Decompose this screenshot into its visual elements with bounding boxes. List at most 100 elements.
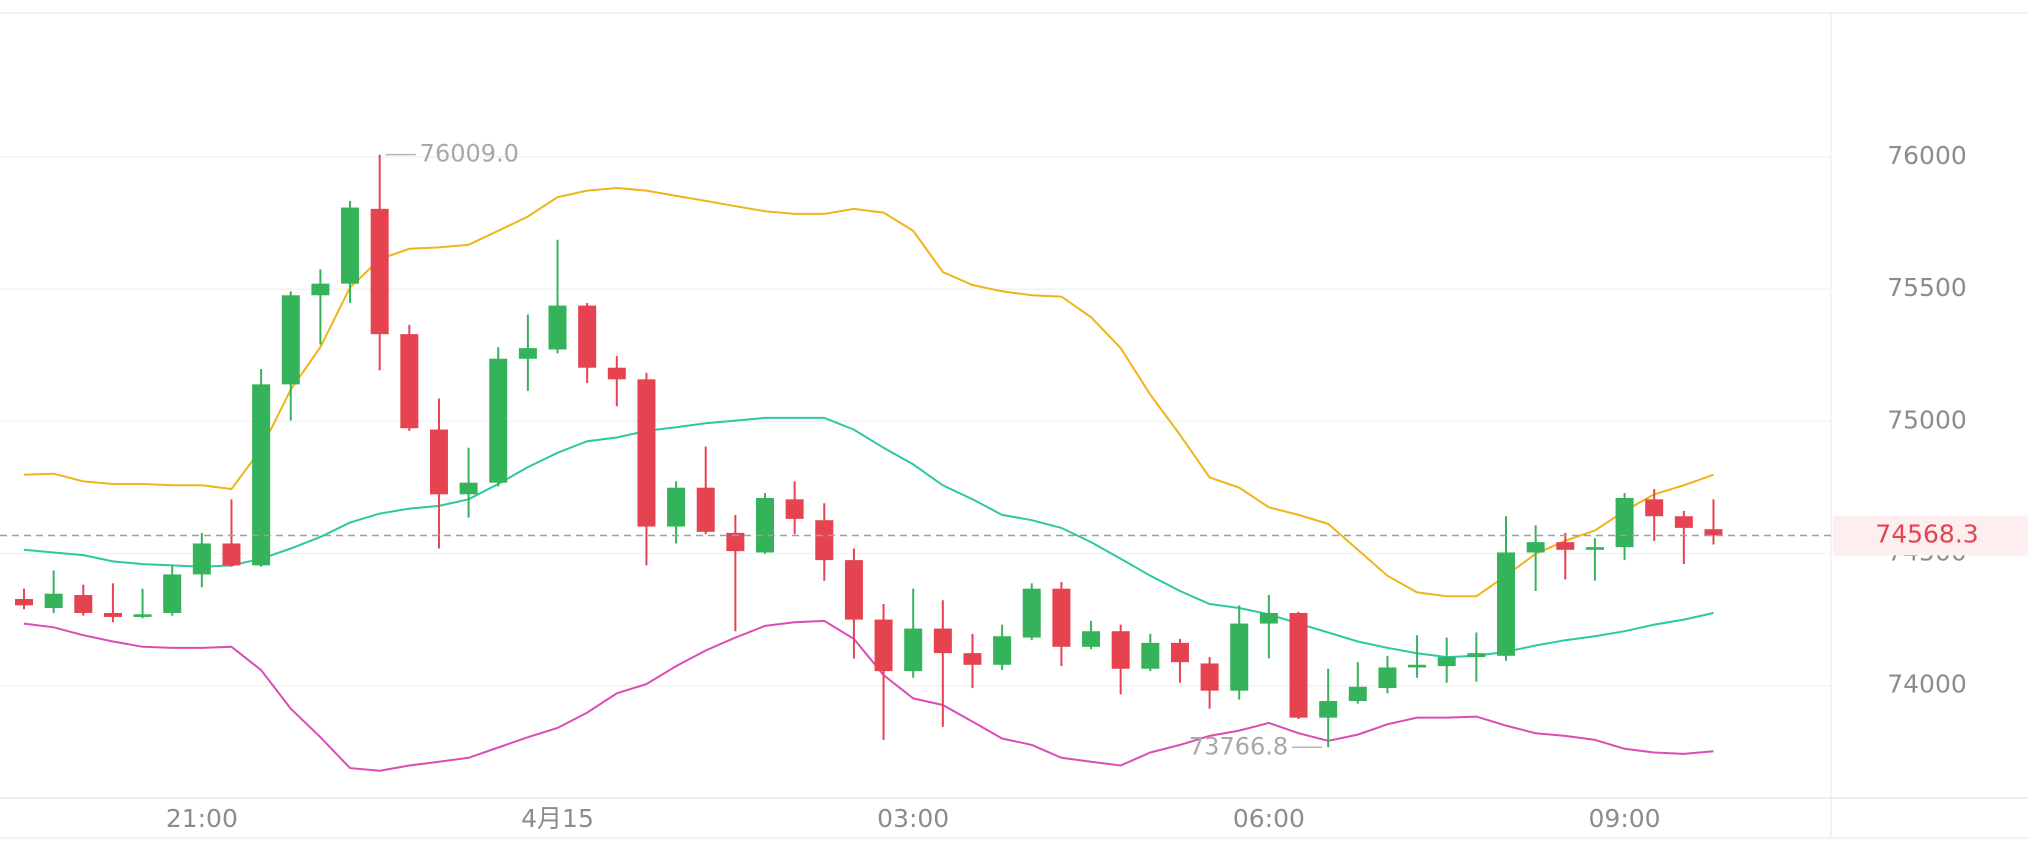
- candle: [163, 565, 182, 616]
- candle: [1348, 662, 1367, 704]
- candle-body: [844, 560, 863, 620]
- candle: [1408, 635, 1427, 678]
- candle-body: [103, 612, 122, 617]
- candle: [1052, 582, 1071, 667]
- candle-body: [963, 653, 982, 665]
- candle-body: [904, 628, 923, 672]
- candle: [1111, 624, 1130, 695]
- candle: [1437, 637, 1456, 683]
- candle-body: [548, 305, 567, 350]
- candle-body: [222, 543, 241, 566]
- candle-body: [252, 384, 271, 566]
- candle-body: [489, 358, 508, 483]
- candle-body: [696, 487, 715, 532]
- candle-body: [1526, 542, 1545, 553]
- candle: [1230, 605, 1249, 700]
- candle: [1645, 489, 1664, 541]
- candle: [1704, 499, 1723, 545]
- candle-body: [667, 487, 686, 527]
- candle-body: [1319, 700, 1338, 718]
- candle: [844, 548, 863, 659]
- candle-body: [1082, 631, 1101, 647]
- candle: [667, 481, 686, 544]
- candle: [963, 633, 982, 689]
- candle: [1319, 668, 1338, 748]
- candle-body: [1437, 657, 1456, 667]
- candle: [815, 503, 834, 581]
- x-tick-label: 09:00: [1589, 804, 1661, 833]
- candle-body: [192, 543, 211, 575]
- candle-body: [1704, 529, 1723, 536]
- candle-body: [756, 498, 774, 553]
- candle: [1585, 538, 1604, 581]
- candle: [1556, 532, 1575, 580]
- candle-body: [133, 614, 152, 617]
- candle: [607, 356, 626, 407]
- candle-body: [1230, 623, 1249, 691]
- candle-body: [400, 334, 419, 429]
- candle: [696, 446, 715, 535]
- candle-body: [993, 636, 1012, 665]
- candle: [311, 269, 330, 345]
- candle: [341, 200, 360, 303]
- candle-body: [1408, 664, 1427, 668]
- candle: [1615, 492, 1634, 561]
- candle: [281, 291, 300, 421]
- candle-body: [1497, 552, 1515, 656]
- annotation-label: 73766.8: [1189, 732, 1288, 760]
- x-tick-label: 03:00: [877, 804, 949, 833]
- candle: [133, 588, 152, 619]
- band-line: [23, 619, 1714, 772]
- candle: [637, 372, 656, 566]
- candle: [1467, 632, 1486, 682]
- y-tick-label: 76000: [1887, 141, 1967, 170]
- candle-body: [1141, 642, 1160, 669]
- candle: [785, 481, 804, 535]
- candle-body: [1585, 547, 1604, 550]
- candle: [1378, 655, 1397, 694]
- x-tick-label: 4月15: [521, 804, 594, 833]
- candle: [459, 447, 478, 518]
- candle: [1497, 516, 1515, 661]
- candle: [74, 584, 93, 616]
- y-tick-label: 75000: [1887, 405, 1967, 434]
- candle-body: [1289, 612, 1308, 718]
- candle-body: [726, 532, 745, 552]
- candle-body: [429, 429, 448, 495]
- candle: [252, 369, 271, 567]
- candle-body: [785, 499, 804, 519]
- candle-body: [1170, 642, 1189, 663]
- candle: [1082, 620, 1101, 650]
- y-tick-label: 75500: [1887, 273, 1967, 302]
- candle-body: [578, 305, 597, 368]
- candle: [15, 588, 33, 610]
- annotation-label: 76009.0: [420, 140, 519, 168]
- candle-body: [1615, 498, 1634, 548]
- candle-body: [637, 379, 656, 527]
- candle: [429, 398, 448, 549]
- candle: [756, 492, 774, 554]
- y-tick-label: 74000: [1887, 670, 1967, 699]
- candle-body: [1378, 667, 1397, 689]
- candle: [993, 624, 1012, 671]
- candle-body: [1022, 588, 1041, 638]
- candle-body: [815, 520, 834, 561]
- x-tick-label: 06:00: [1233, 804, 1305, 833]
- candle: [578, 302, 597, 384]
- candle: [1022, 583, 1041, 641]
- candle: [1141, 633, 1160, 672]
- candle: [1674, 510, 1693, 565]
- candle: [933, 600, 952, 727]
- candle: [222, 499, 241, 567]
- candle-body: [1111, 631, 1130, 669]
- candle: [44, 570, 63, 613]
- candle: [1259, 595, 1278, 659]
- candle: [370, 154, 389, 371]
- candle-body: [459, 482, 478, 495]
- x-tick-label: 21:00: [166, 804, 238, 833]
- candle-body: [933, 628, 952, 654]
- candle-body: [370, 208, 389, 335]
- current-price-label: 74568.3: [1875, 519, 1978, 548]
